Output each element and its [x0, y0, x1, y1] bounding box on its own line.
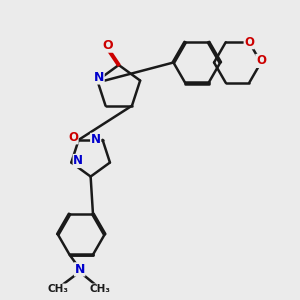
Text: N: N [74, 263, 85, 276]
Text: O: O [256, 54, 266, 68]
Text: N: N [91, 133, 101, 146]
Text: N: N [94, 71, 104, 84]
Text: O: O [244, 36, 254, 49]
Text: CH₃: CH₃ [89, 284, 110, 294]
Text: N: N [73, 154, 83, 167]
Text: O: O [68, 131, 78, 144]
Text: CH₃: CH₃ [47, 284, 68, 294]
Text: O: O [103, 39, 113, 52]
